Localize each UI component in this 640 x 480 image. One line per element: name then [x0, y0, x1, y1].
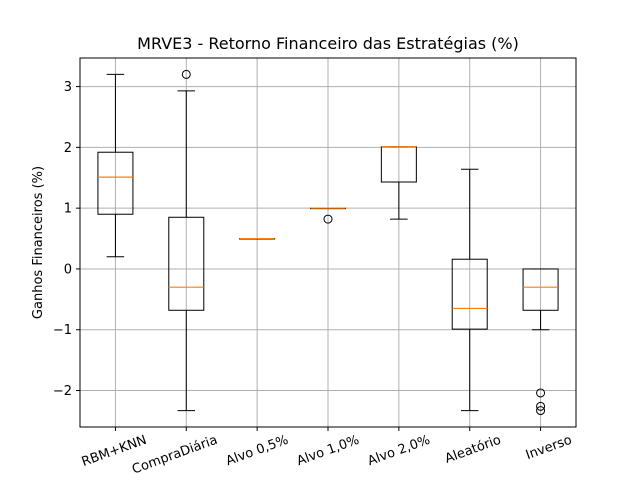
box-group	[97, 73, 134, 258]
box-group	[310, 207, 346, 224]
iqr-box	[451, 258, 488, 330]
outlier-point	[536, 388, 546, 398]
box-group	[380, 146, 417, 220]
outlier-point	[323, 214, 333, 224]
outlier-point	[181, 69, 191, 79]
iqr-box	[168, 216, 205, 311]
outlier-point	[536, 406, 546, 416]
x-tick-label: Aleatório	[443, 433, 503, 467]
y-tick-label: 1	[64, 202, 72, 217]
outlier-point	[536, 401, 546, 411]
box-layer	[97, 69, 559, 416]
iqr-box	[522, 268, 559, 311]
box-group	[522, 268, 559, 416]
x-tick-label: Inverso	[524, 433, 574, 463]
y-tick-label: 3	[64, 80, 72, 95]
x-tick-label: Alvo 1,0%	[295, 433, 362, 469]
x-tick-label: Alvo 0,5%	[224, 433, 291, 469]
y-tick-label: 0	[64, 262, 72, 277]
y-tick-label: −2	[53, 384, 72, 399]
box-group	[168, 69, 205, 412]
box-group	[451, 168, 488, 412]
box-group	[239, 237, 276, 240]
iqr-box	[97, 151, 134, 215]
y-tick-label: −1	[53, 323, 72, 338]
grid-layer	[80, 58, 576, 427]
y-tick-label: 2	[64, 141, 72, 156]
y-axis-label: Ganhos Financeiros (%)	[31, 166, 46, 319]
x-tick-label: Alvo 2,0%	[366, 433, 433, 469]
chart-title: MRVE3 - Retorno Financeiro das Estratégi…	[137, 34, 519, 53]
